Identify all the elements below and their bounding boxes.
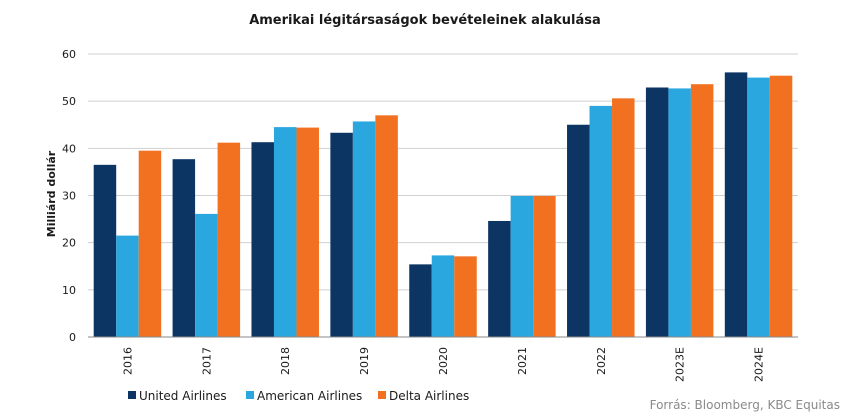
bar-american-airlines-2020 [431,255,455,337]
legend-swatch [246,391,254,399]
bar-american-airlines-2018 [273,127,297,337]
bar-delta-airlines-2019 [375,115,398,337]
legend-label: United Airlines [139,389,227,403]
bar-united-airlines-2016 [93,164,117,337]
x-tick-label: 2020 [437,347,450,375]
bar-united-airlines-2017 [172,159,196,337]
bar-delta-airlines-2024e [769,75,793,338]
x-tick-label: 2023E [674,347,687,382]
bar-united-airlines-2019 [330,132,353,337]
legend-swatch [378,391,386,399]
x-axis-ticks: 2016 2017 2018 2019 2020 2021 2022 2023E 2024E [121,347,765,382]
bar-united-airlines-2023e [645,87,669,337]
bars [93,72,793,338]
x-tick-label: 2021 [516,347,529,375]
y-axis-ticks: 0 10 20 30 40 50 60 [62,48,76,344]
y-tick-label: 40 [62,142,76,155]
bar-american-airlines-2017 [195,213,218,337]
bar-delta-airlines-2021 [533,195,556,337]
x-tick-label: 2019 [358,347,371,375]
bar-american-airlines-2023e [668,88,691,337]
x-tick-label: 2024E [753,347,766,382]
bar-delta-airlines-2016 [138,150,162,337]
y-tick-label: 20 [62,237,76,250]
bar-american-airlines-2016 [116,235,139,337]
y-tick-label: 50 [62,95,76,108]
legend: United Airlines American Airlines Delta Ai… [128,389,469,403]
legend-label: American Airlines [257,389,362,403]
x-tick-label: 2022 [595,347,608,375]
bar-delta-airlines-2018 [296,127,319,337]
chart-title: Amerikai légitársaságok bevételeinek ala… [249,13,601,28]
bar-united-airlines-2020 [409,264,432,337]
bar-delta-airlines-2020 [454,256,477,337]
x-tick-label: 2016 [121,347,134,375]
bar-united-airlines-2022 [567,124,590,337]
bar-united-airlines-2021 [488,220,511,337]
bar-united-airlines-2018 [251,142,274,337]
bar-american-airlines-2019 [352,121,376,337]
bar-american-airlines-2022 [589,105,613,337]
bar-delta-airlines-2023e [690,84,714,337]
bar-delta-airlines-2022 [612,98,635,337]
source-note: Forrás: Bloomberg, KBC Equitas [650,398,840,412]
y-tick-label: 60 [62,48,76,61]
bar-delta-airlines-2017 [217,142,241,337]
bar-american-airlines-2024e [747,77,770,337]
y-tick-label: 30 [62,190,76,203]
bar-american-airlines-2021 [510,195,534,337]
bar-united-airlines-2024e [724,72,748,338]
legend-swatch [128,391,136,399]
x-tick-label: 2017 [200,347,213,375]
x-tick-label: 2018 [279,347,292,375]
legend-label: Delta Airlines [389,389,469,403]
y-axis-label: Milliárd dollár [45,150,58,237]
y-tick-label: 10 [62,284,76,297]
y-tick-label: 0 [69,331,76,344]
